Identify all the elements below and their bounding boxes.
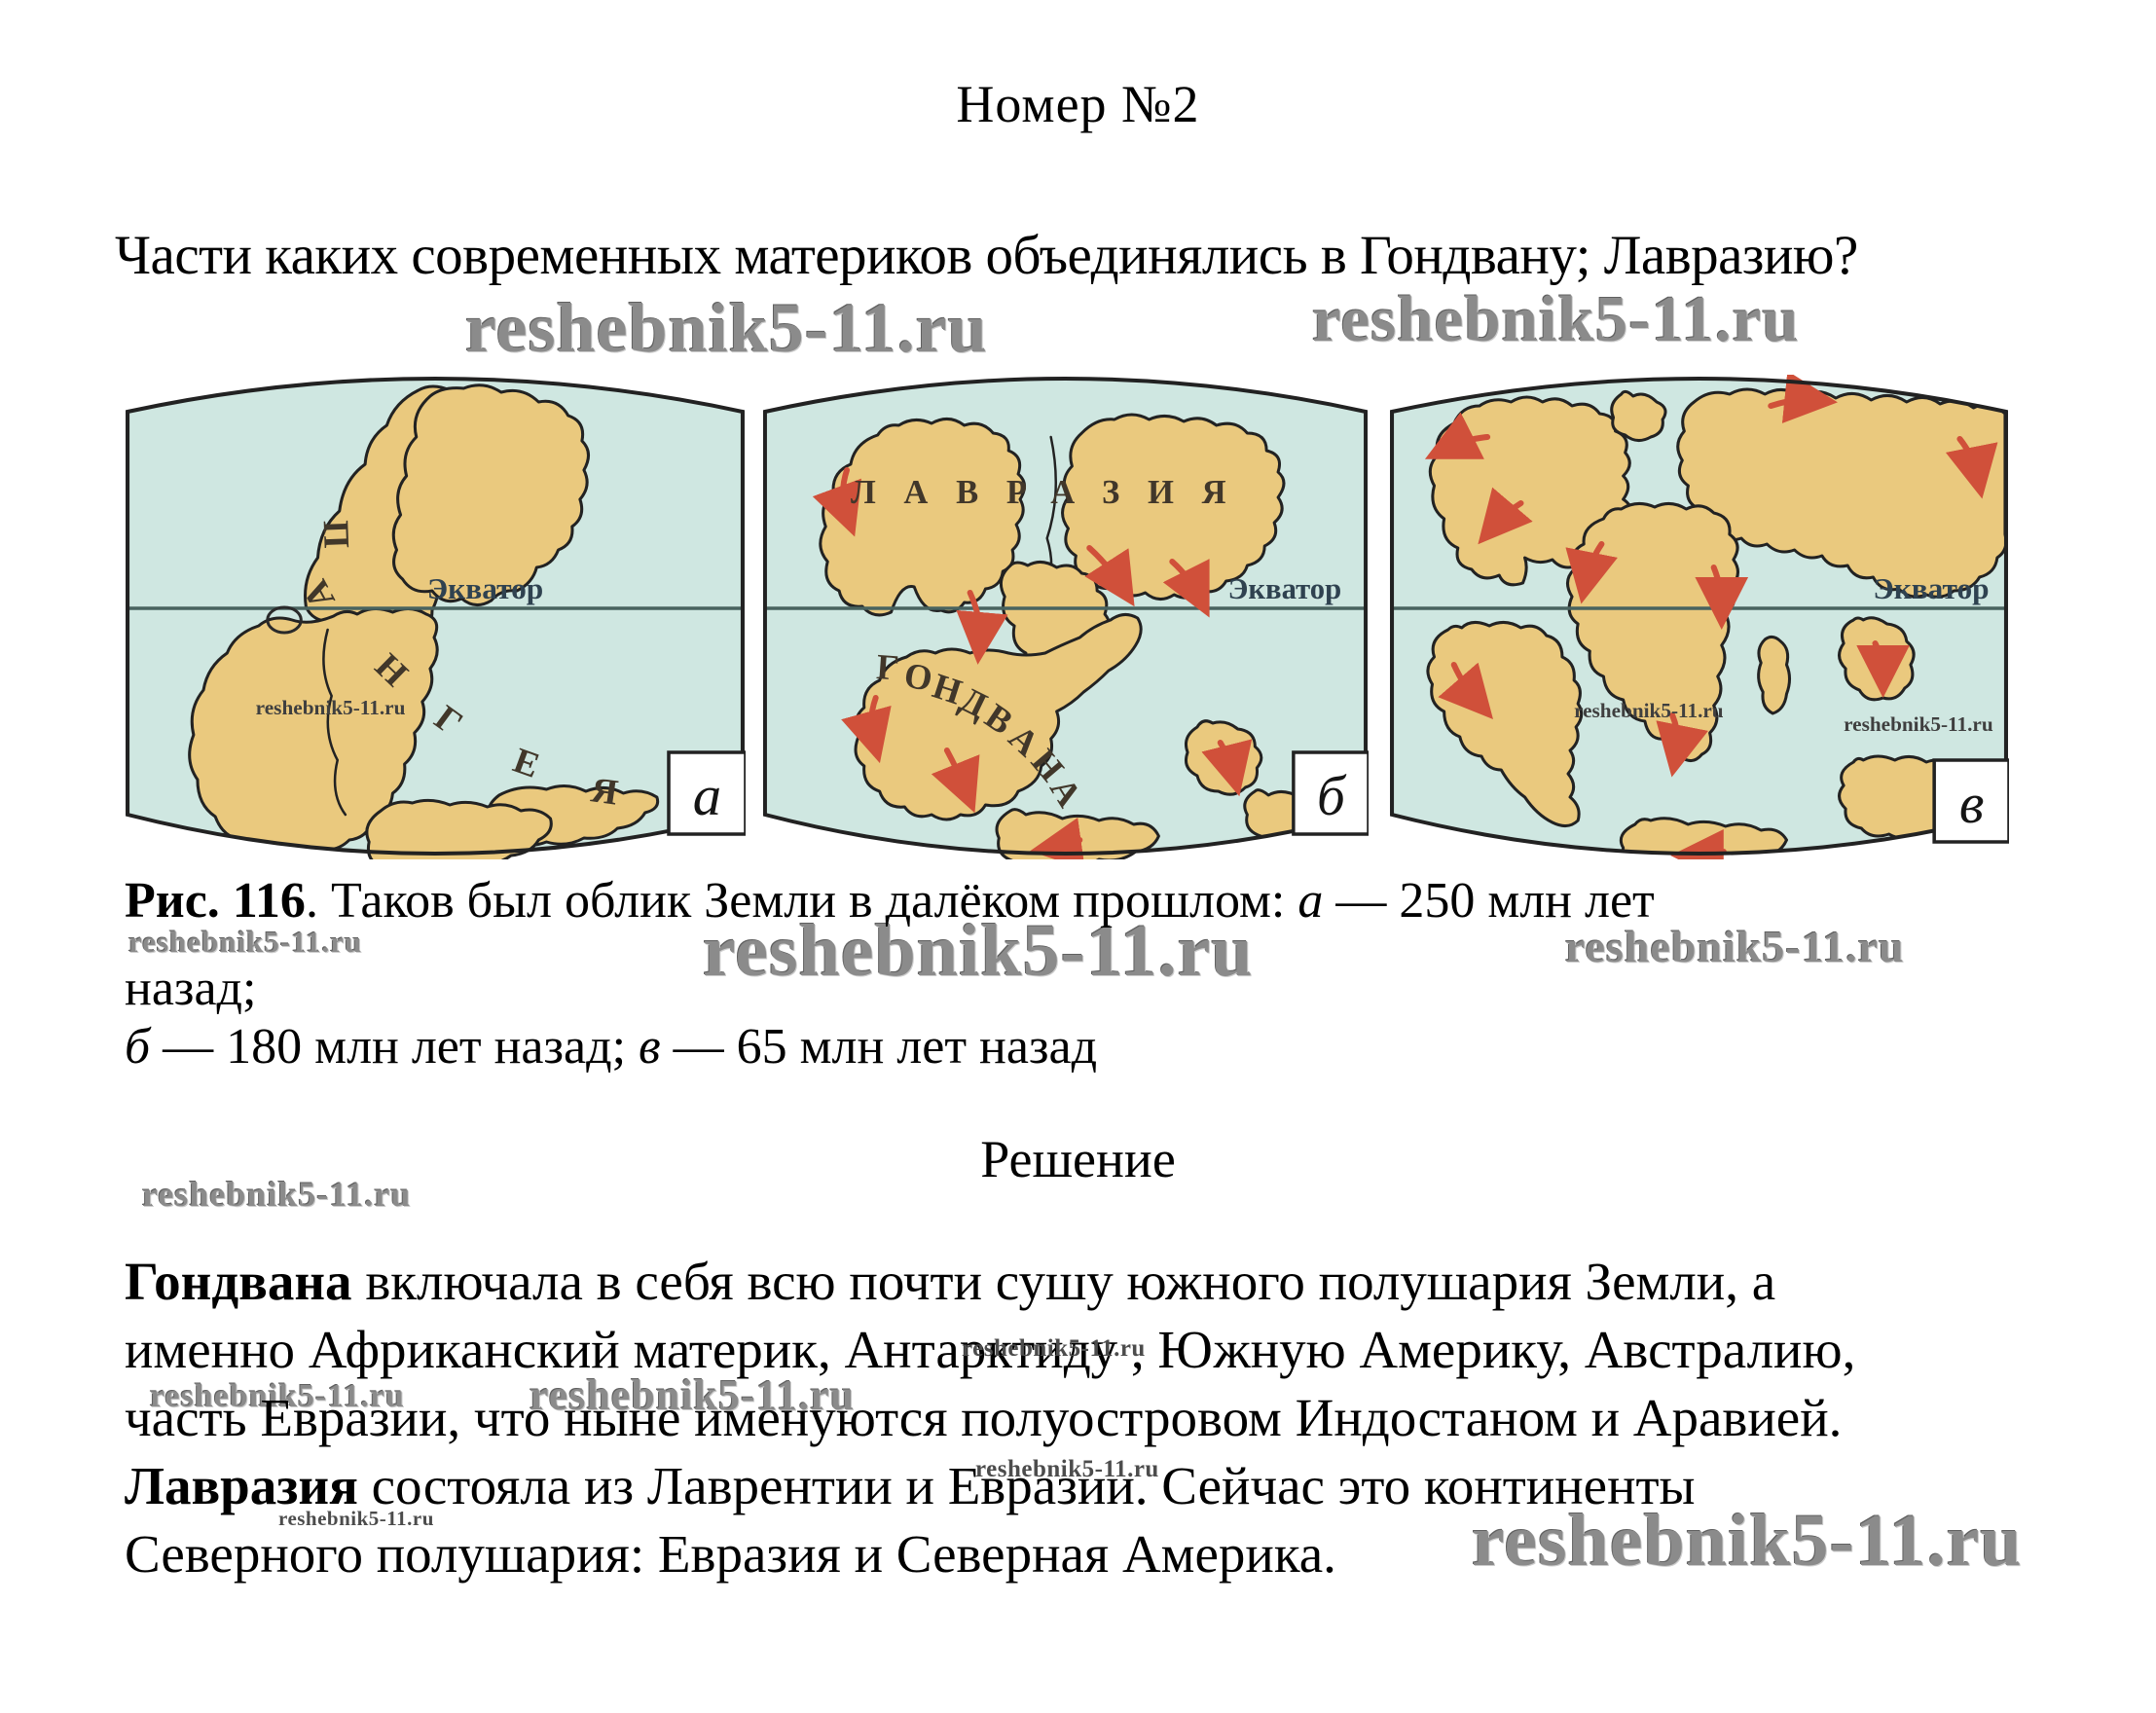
landmass-laurasia-west [819, 418, 1026, 617]
map-v-modern-drift: reshebnik5-11.ru reshebnik5-11.ru Эквато… [1390, 375, 2009, 859]
corner-label-box [667, 750, 746, 836]
drift-arrow [1478, 487, 1533, 545]
drift-arrow [1424, 412, 1491, 459]
solution-line: Гондвана включала в себя всю почти сушу … [125, 1248, 1855, 1316]
caption-item-b-text: — 180 млн лет назад; [150, 1019, 639, 1075]
drift-arrow [1945, 436, 1998, 499]
solution-heading: Решение [980, 1130, 1176, 1188]
drift-arrow [931, 747, 980, 814]
equator-label: Экватор [1228, 572, 1342, 605]
watermark: reshebnik5-11.ru [1312, 283, 1800, 355]
caption-text: . Таков был облик Земли в далёком прошло… [305, 873, 1298, 929]
drift-arrow [1656, 712, 1708, 778]
landmasses [188, 383, 660, 854]
watermark: reshebnik5-11.ru [703, 910, 1254, 992]
map-circle-feature [266, 605, 303, 635]
landmass-gondwana [854, 613, 1143, 821]
plate-crack [322, 628, 347, 817]
solution-line: часть Евразии, что ныне именуются полуос… [125, 1384, 1855, 1452]
drift-arrows [812, 467, 1253, 859]
corner-label-box [1932, 758, 2009, 844]
landmass-antarctica [365, 798, 553, 859]
watermark: reshebnik5-11.ru [962, 1335, 1146, 1362]
figure-label: Рис. 116 [125, 873, 306, 929]
gondwana-letter: О [901, 654, 935, 699]
watermark: reshebnik5-11.ru [1565, 922, 1905, 971]
drift-arrow [956, 590, 1008, 665]
solution-line-text: Северного полушария: Евразия и Северная … [125, 1524, 1336, 1584]
watermark: reshebnik5-11.ru [150, 1378, 405, 1414]
corner-letter: в [1959, 772, 1984, 835]
corner-letter: а [693, 764, 721, 827]
caption-item-v-text: — 65 млн лет назад [660, 1019, 1098, 1075]
drift-arrow [1162, 559, 1210, 618]
landmass-greenland [1610, 389, 1667, 442]
solution-text: Гондвана включала в себя всю почти сушу … [125, 1248, 1855, 1588]
watermark: reshebnik5-11.ru [142, 1175, 412, 1214]
solution-term: Гондвана [125, 1252, 352, 1311]
caption-item-a-text: — 250 млн лет [1323, 873, 1655, 929]
figure-caption-line3: б — 180 млн лет назад; в — 65 млн лет на… [125, 1018, 1097, 1075]
drift-arrow [841, 695, 892, 764]
landmass-madagascar [1757, 635, 1792, 715]
watermark: reshebnik5-11.ru [256, 696, 406, 719]
drift-arrow [1768, 375, 1838, 423]
landmass-northeast [391, 383, 590, 606]
caption-item-b-letter: б [125, 1019, 151, 1075]
pangea-letter: П [315, 520, 356, 549]
equator-label: Экватор [427, 571, 543, 605]
corner-letter: б [1317, 766, 1347, 827]
equator-label: Экватор [1873, 571, 1989, 605]
drift-arrow [812, 467, 861, 537]
watermark: reshebnik5-11.ru [278, 1507, 434, 1530]
landmass-south [188, 607, 439, 854]
solution-line: Лавразия состояла из Лаврентии и Евразии… [125, 1452, 1855, 1520]
caption-item-v-letter: в [639, 1019, 661, 1075]
drift-arrow [1565, 541, 1618, 604]
drift-arrow [1438, 662, 1493, 720]
map-a-pangea: П А Н Г Е Я reshebnik5-11.ru Экватор а [126, 377, 746, 859]
drift-arrow [1695, 565, 1749, 630]
pangea-letter: Я [589, 771, 621, 814]
watermark: reshebnik5-11.ru [465, 289, 988, 367]
drift-arrow [1084, 545, 1135, 607]
watermark: reshebnik5-11.ru [530, 1371, 856, 1419]
drift-arrow [1856, 640, 1910, 698]
drift-arrow [1030, 818, 1085, 859]
figure-caption-line1: Рис. 116. Таков был облик Земли в далёко… [125, 872, 1655, 929]
watermark: reshebnik5-11.ru [1574, 699, 1724, 722]
corner-label-box [1292, 750, 1369, 836]
page-title: Номер №2 [956, 75, 1200, 133]
solution-line-text: часть Евразии, что ныне именуются полуос… [125, 1388, 1843, 1447]
solution-line: Северного полушария: Евразия и Северная … [125, 1520, 1855, 1588]
caption-item-a-letter: а [1297, 873, 1324, 929]
watermark: reshebnik5-11.ru [1844, 712, 1993, 736]
solution-line: именно Африканский материк, Антарктиду ,… [125, 1316, 1855, 1384]
figure-caption-line2: назад; [125, 961, 257, 1016]
laurasia-label: ЛАВРАЗИЯ [851, 473, 1254, 511]
gondwana-letter: Г [875, 646, 900, 688]
question-text: Части каких современных материков объеди… [115, 225, 1858, 286]
watermark: reshebnik5-11.ru [1472, 1500, 2023, 1582]
drift-arrow [1201, 739, 1253, 797]
solution-line-text: именно Африканский материк, Антарктиду ,… [125, 1320, 1856, 1379]
watermark: reshebnik5-11.ru [975, 1456, 1159, 1482]
solution-term: Лавразия [125, 1456, 358, 1515]
solution-line-text: включала в себя всю почти сушу южного по… [351, 1252, 1776, 1311]
solution-line-text: состояла из Лаврентии и Евразии. Сейчас … [357, 1456, 1696, 1515]
watermark: reshebnik5-11.ru [128, 925, 363, 959]
map-b-laurasia-gondwana: ЛАВРАЗИЯ Г О Н Д В А Н А Экватор б [762, 377, 1369, 859]
